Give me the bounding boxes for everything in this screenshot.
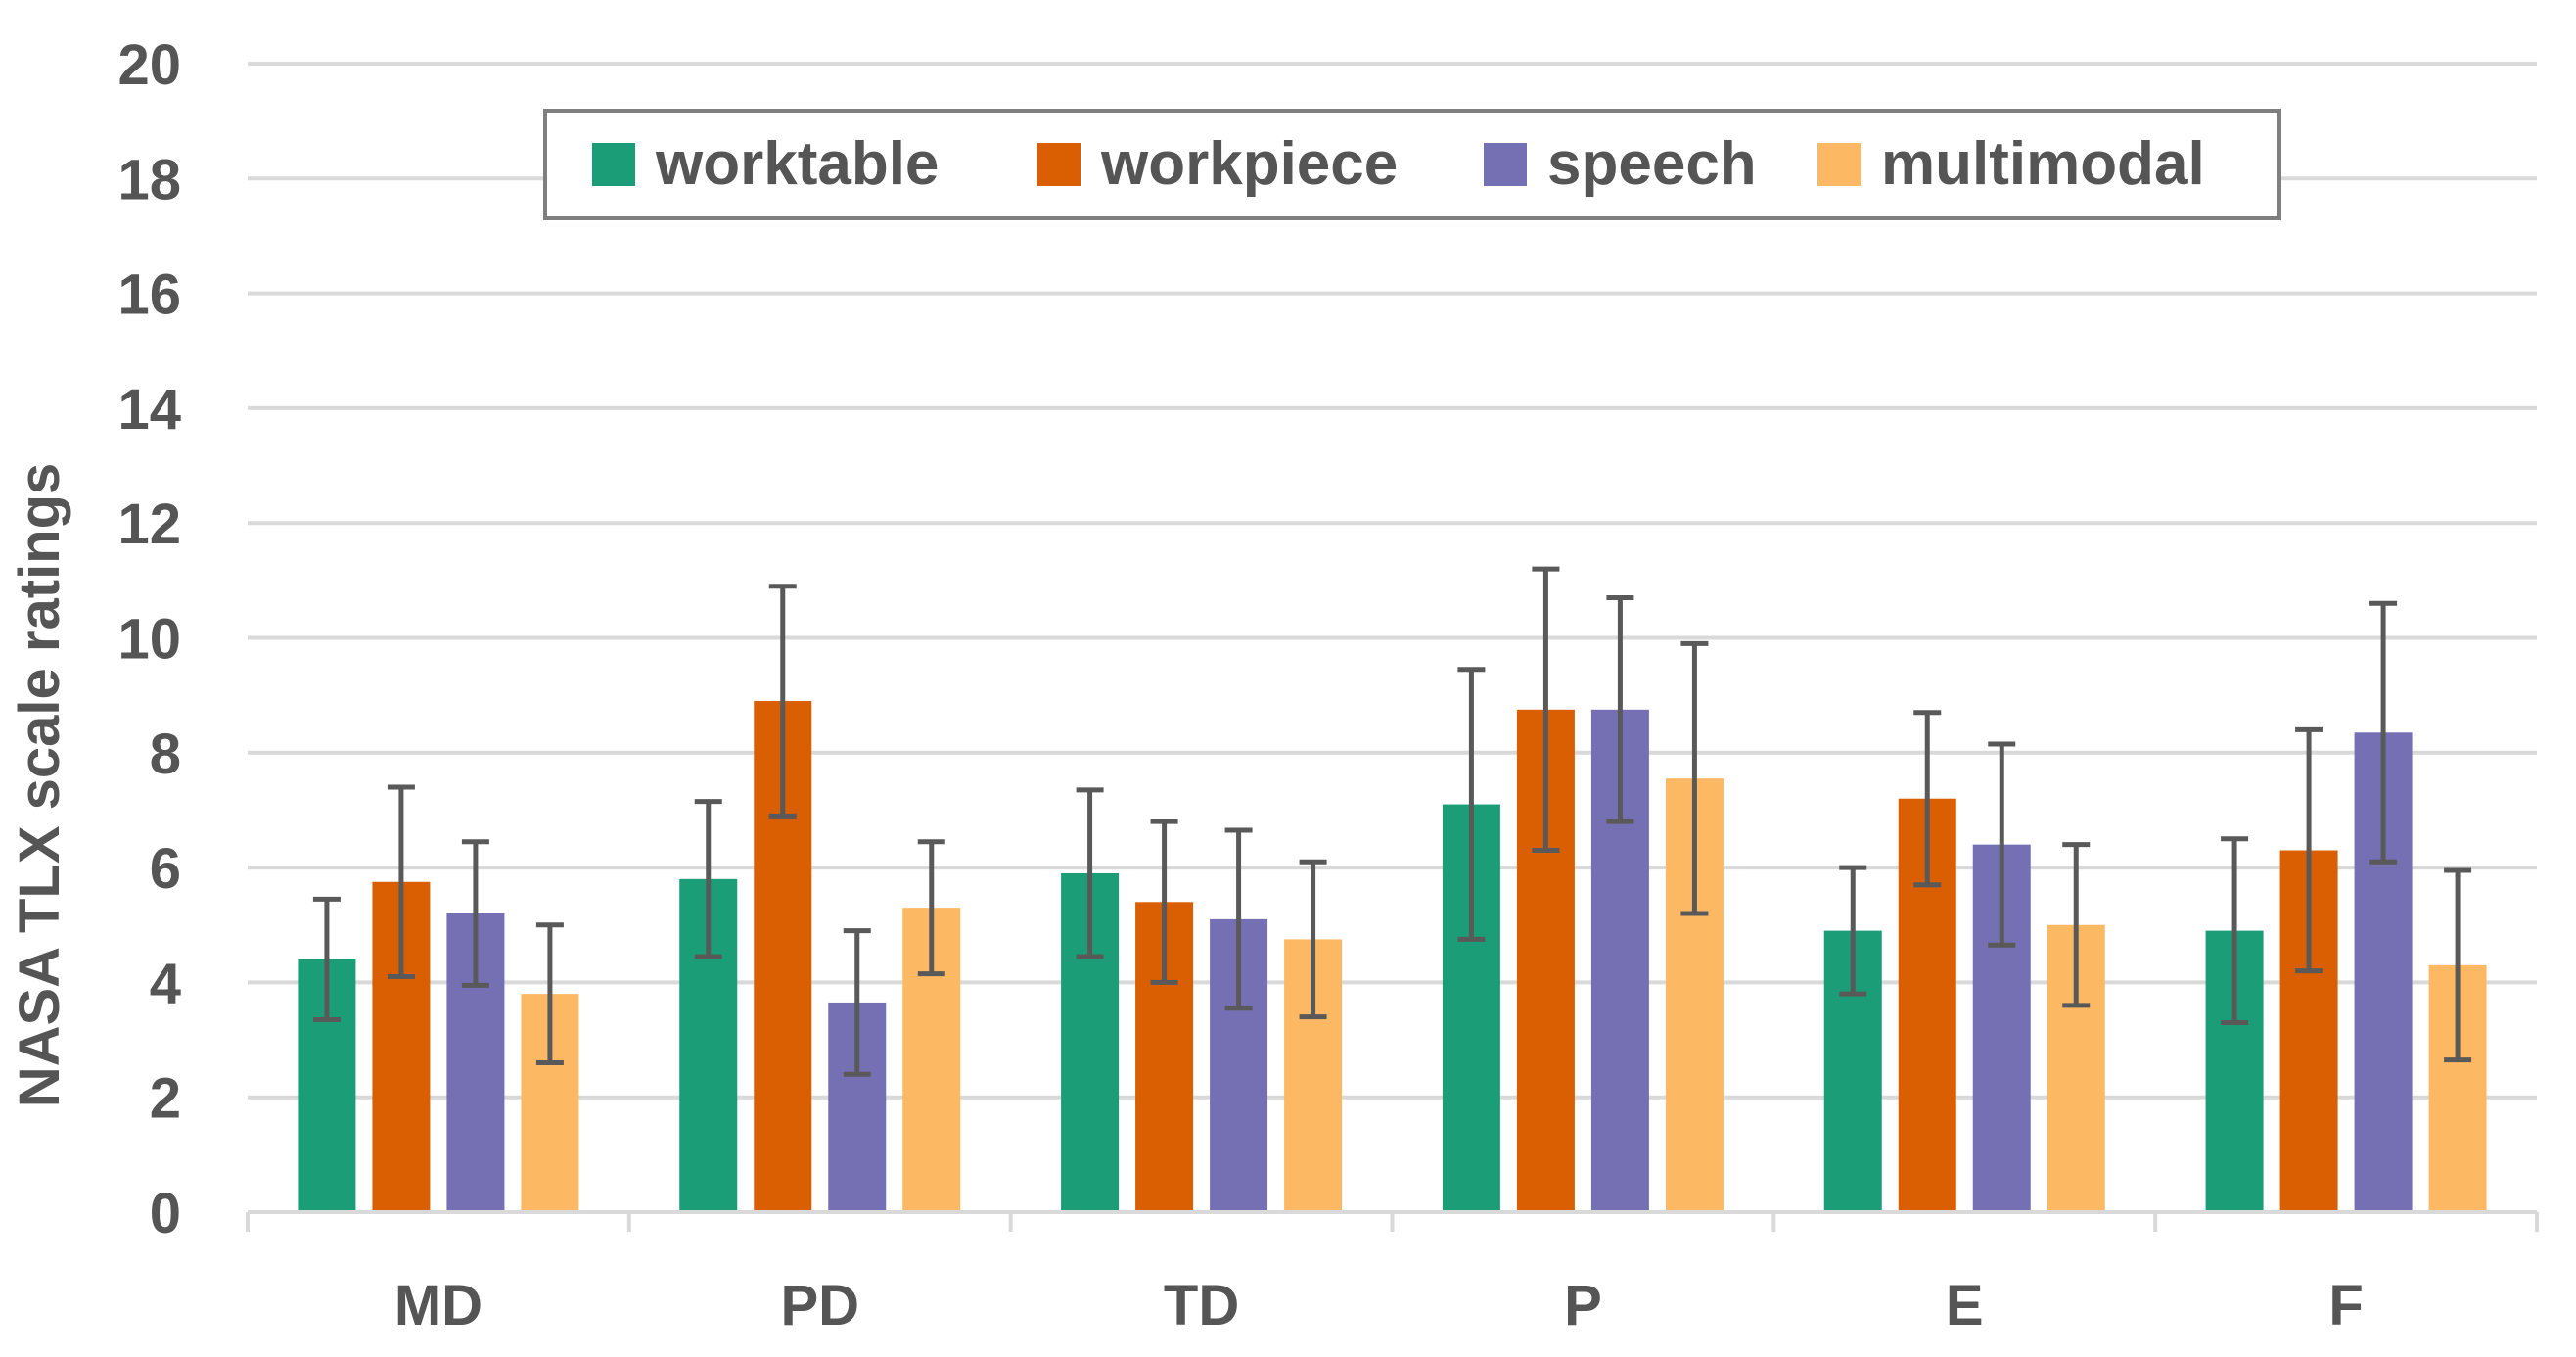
error-bar-multimodal-PD: [917, 839, 945, 977]
error-bar-worktable-E: [1839, 865, 1867, 997]
y-tick-label: 8: [150, 723, 181, 786]
error-bar-worktable-P: [1457, 667, 1486, 942]
legend-item-speech: speech: [1484, 130, 1757, 198]
x-tick-label: PD: [780, 1274, 859, 1337]
error-bar-worktable-F: [2221, 836, 2249, 1025]
error-bar-speech-F: [2369, 600, 2398, 865]
legend-label: worktable: [655, 130, 939, 198]
y-tick-label: 20: [117, 33, 181, 97]
x-tick-label: E: [1946, 1274, 1984, 1337]
legend-box: [543, 109, 2281, 220]
error-bar-multimodal-P: [1680, 640, 1709, 916]
legend: worktable workpiece speech multimodal: [543, 109, 2281, 220]
error-bar-workpiece-F: [2295, 726, 2323, 974]
legend-label: speech: [1547, 130, 1757, 198]
y-tick-label: 10: [117, 608, 181, 672]
error-bar-speech-MD: [461, 839, 489, 988]
x-tick-label: F: [2328, 1274, 2363, 1337]
error-bar-workpiece-PD: [768, 584, 797, 819]
legend-swatch: [1484, 143, 1527, 186]
legend-label: workpiece: [1100, 130, 1398, 198]
error-bar-speech-E: [1988, 741, 2016, 948]
error-bar-worktable-PD: [694, 799, 722, 959]
error-bar-workpiece-P: [1532, 566, 1560, 854]
bars: [298, 701, 2487, 1212]
y-tick-label: 12: [117, 492, 181, 556]
legend-swatch: [1037, 143, 1081, 186]
legend-item-workpiece: workpiece: [1037, 130, 1398, 198]
error-bar-workpiece-MD: [387, 784, 415, 980]
error-bar-speech-P: [1606, 594, 1634, 824]
y-tick-label: 0: [150, 1182, 181, 1245]
error-bar-multimodal-MD: [535, 922, 564, 1066]
error-bar-speech-TD: [1224, 827, 1253, 1011]
error-bar-worktable-MD: [312, 896, 341, 1023]
y-tick-label: 18: [117, 148, 181, 211]
legend-label: multimodal: [1881, 130, 2205, 198]
y-tick-label: 16: [117, 263, 181, 327]
x-tick-label: TD: [1164, 1274, 1239, 1337]
error-bar-multimodal-TD: [1299, 859, 1327, 1020]
x-tick-labels: MD PD TD P E F: [394, 1274, 2364, 1337]
y-tick-label: 14: [117, 378, 181, 442]
legend-swatch: [1817, 143, 1861, 186]
y-tick-label: 4: [150, 952, 181, 1015]
x-tick-label: P: [1564, 1274, 1602, 1337]
x-axis: [246, 1210, 2539, 1232]
error-bar-multimodal-F: [2444, 867, 2472, 1063]
legend-item-multimodal: multimodal: [1817, 130, 2205, 198]
error-bar-workpiece-E: [1913, 710, 1942, 888]
y-axis-label: NASA TLX scale ratings: [8, 463, 71, 1108]
legend-item-worktable: worktable: [592, 130, 939, 198]
error-bar-multimodal-E: [2062, 842, 2091, 1008]
error-bars: [312, 566, 2472, 1077]
y-tick-label: 6: [150, 837, 181, 901]
legend-swatch: [592, 143, 635, 186]
y-tick-labels: 0 2 4 6 8 10 12 14 16 18 20: [117, 33, 181, 1245]
x-tick-label: MD: [394, 1274, 483, 1337]
y-tick-label: 2: [150, 1067, 181, 1131]
error-bar-worktable-TD: [1076, 787, 1104, 959]
error-bar-speech-PD: [843, 928, 871, 1077]
error-bar-workpiece-TD: [1150, 819, 1178, 985]
